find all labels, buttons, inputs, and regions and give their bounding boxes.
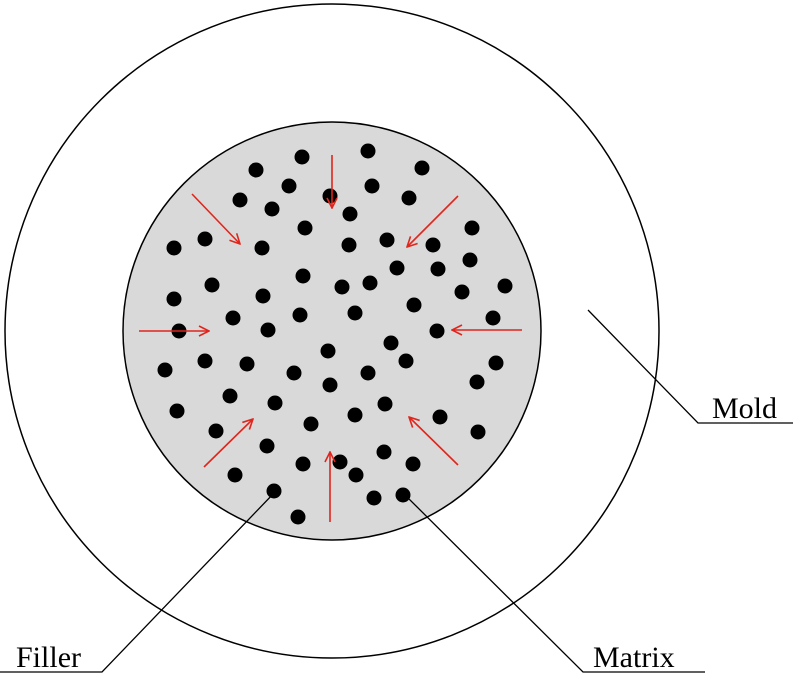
filler-particle <box>264 201 280 217</box>
filler-particle <box>425 237 441 253</box>
filler-particle <box>470 424 486 440</box>
filler-particle <box>255 288 271 304</box>
filler-particle <box>364 178 380 194</box>
filler-particle <box>383 335 399 351</box>
filler-particle <box>348 467 364 483</box>
filler-particle <box>398 353 414 369</box>
filler-particle <box>248 162 264 178</box>
filler-particle <box>297 220 313 236</box>
filler-particle <box>254 240 270 256</box>
filler-particle <box>281 178 297 194</box>
filler-particle <box>204 277 220 293</box>
filler-particle <box>464 220 480 236</box>
filler-particle <box>267 395 283 411</box>
filler-particle <box>294 149 310 165</box>
filler-label: Filler <box>16 641 81 674</box>
filler-particle <box>334 279 350 295</box>
filler-particle <box>401 190 417 206</box>
filler-particle <box>286 365 302 381</box>
filler-particle <box>432 409 448 425</box>
filler-particle <box>232 192 248 208</box>
filler-particle <box>208 423 224 439</box>
filler-particle <box>406 297 422 313</box>
filler-particle <box>462 252 478 268</box>
filler-particle <box>295 456 311 472</box>
filler-particle <box>347 305 363 321</box>
filler-particle <box>239 356 255 372</box>
filler-particles <box>157 143 513 525</box>
filler-particle <box>347 407 363 423</box>
filler-leader-line <box>0 491 276 673</box>
arrow-top-right <box>407 195 459 247</box>
filler-particle <box>197 231 213 247</box>
filler-particle <box>295 268 311 284</box>
filler-particle <box>366 490 382 506</box>
filler-particle <box>469 374 485 390</box>
mold-label: Mold <box>712 392 777 425</box>
filler-particle <box>225 310 241 326</box>
filler-particle <box>376 444 392 460</box>
filler-particle <box>266 483 282 499</box>
arrow-bottom-left <box>203 419 253 468</box>
filler-particle <box>259 438 275 454</box>
filler-particle <box>389 260 405 276</box>
filler-particle <box>379 232 395 248</box>
filler-particle <box>222 388 238 404</box>
compression-arrows <box>139 155 522 522</box>
filler-particle <box>454 284 470 300</box>
filler-particle <box>260 322 276 338</box>
filler-particle <box>322 188 338 204</box>
filler-particle <box>197 353 213 369</box>
filler-particle <box>157 362 173 378</box>
filler-particle <box>290 509 306 525</box>
filler-particle <box>488 355 504 371</box>
arrow-bottom-right <box>409 417 459 466</box>
filler-particle <box>414 160 430 176</box>
filler-particle <box>429 323 445 339</box>
filler-particle <box>332 454 348 470</box>
filler-particle <box>362 275 378 291</box>
filler-particle <box>341 237 357 253</box>
arrow-top-left <box>191 193 240 244</box>
filler-particle <box>227 467 243 483</box>
filler-particle <box>377 396 393 412</box>
filler-particle <box>169 403 185 419</box>
filler-particle <box>360 143 376 159</box>
filler-particle <box>430 261 446 277</box>
filler-particle <box>166 291 182 307</box>
filler-particle <box>485 310 501 326</box>
filler-particle <box>360 365 376 381</box>
filler-particle <box>166 240 182 256</box>
filler-particle <box>342 206 358 222</box>
filler-particle <box>303 416 319 432</box>
filler-particle <box>292 307 308 323</box>
filler-particle <box>320 343 336 359</box>
filler-particle <box>497 278 513 294</box>
matrix-label: Matrix <box>593 641 675 674</box>
mold-leader-line <box>587 309 793 424</box>
filler-particle <box>405 456 421 472</box>
filler-particle <box>395 487 411 503</box>
matrix-leader-line <box>401 491 705 673</box>
filler-particle <box>322 377 338 393</box>
matrix-circle <box>122 121 542 541</box>
